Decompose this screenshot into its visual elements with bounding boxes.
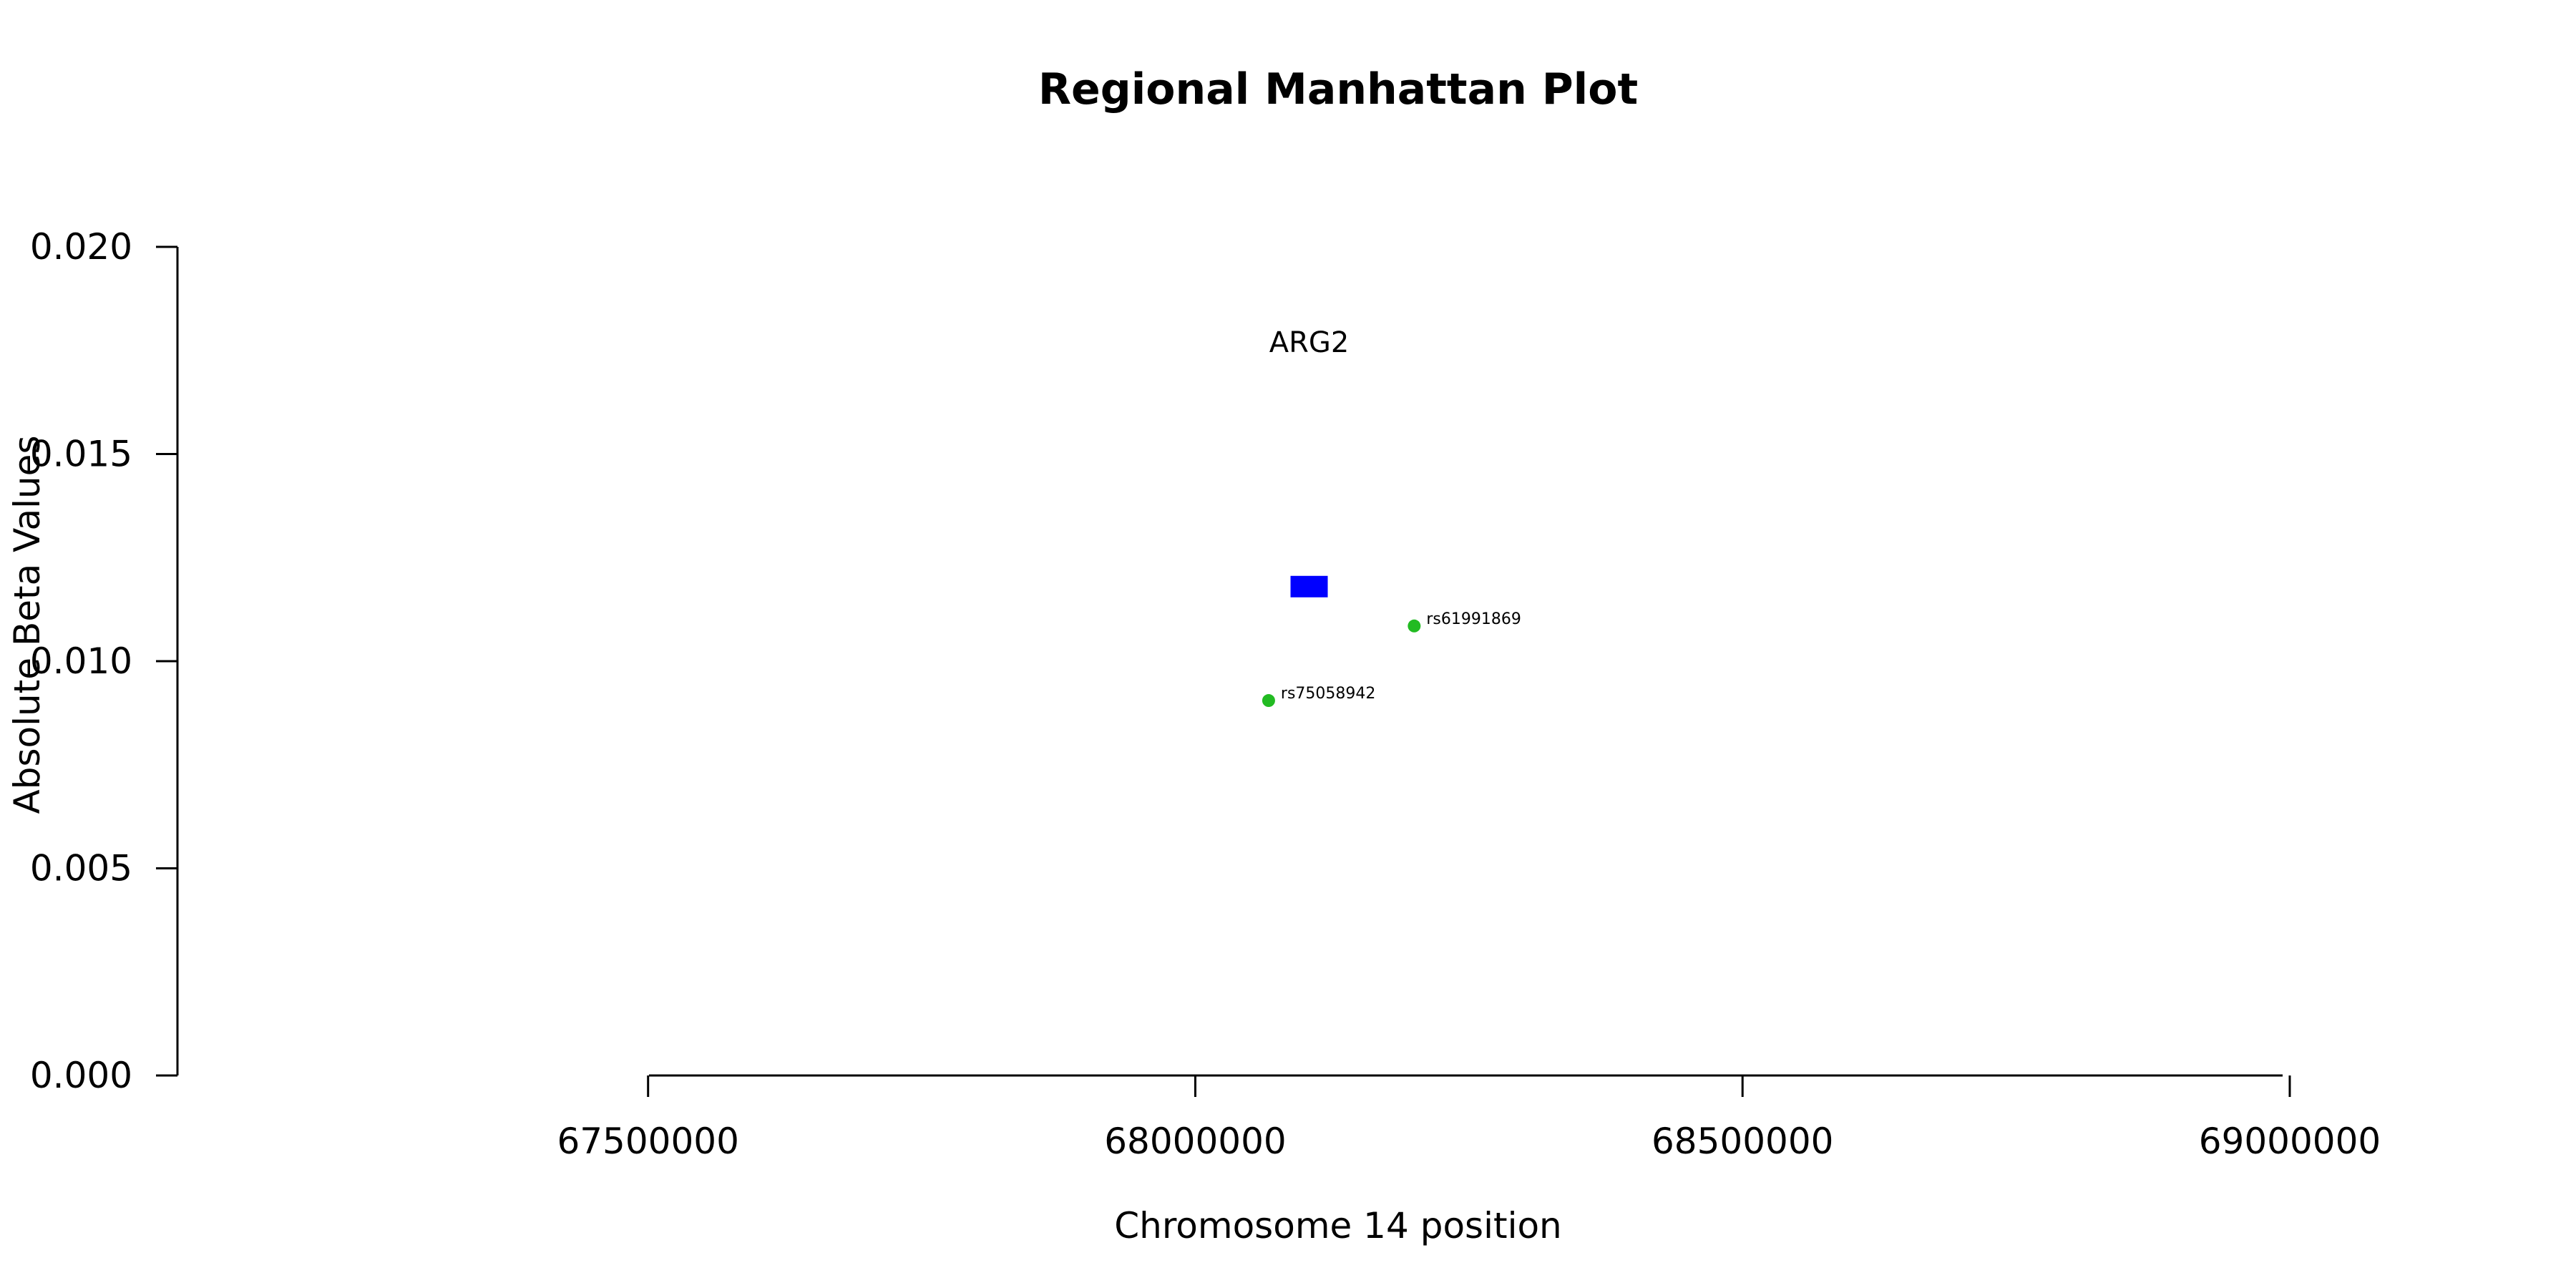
y-tick-label: 0.005 (30, 848, 132, 889)
chart-title: Regional Manhattan Plot (1038, 64, 1638, 114)
x-tick-label: 67500000 (557, 1121, 739, 1162)
y-axis-ticks: 0.000 0.005 0.010 0.015 0.020 (30, 226, 177, 1096)
x-axis-ticks: 67500000 68000000 68500000 69000000 (557, 1075, 2381, 1162)
x-tick-label: 68000000 (1104, 1121, 1287, 1162)
y-tick-label: 0.020 (30, 226, 132, 268)
gene-block (1290, 575, 1328, 597)
y-tick-label: 0.000 (30, 1055, 132, 1096)
snp-points: rs75058942 rs61991869 (1262, 610, 1521, 708)
x-axis-label: Chromosome 14 position (1114, 1205, 1562, 1246)
x-tick-label: 68500000 (1652, 1121, 1834, 1162)
gene-annotation: ARG2 (1269, 326, 1350, 597)
gene-label: ARG2 (1269, 326, 1350, 359)
snp-point (1262, 694, 1275, 708)
snp-label: rs75058942 (1281, 685, 1375, 703)
y-axis-label: Absolute Beta Values (6, 436, 48, 814)
y-tick-label: 0.015 (30, 434, 132, 475)
y-tick-label: 0.010 (30, 640, 132, 682)
x-tick-label: 69000000 (2199, 1121, 2381, 1162)
snp-point (1407, 619, 1421, 633)
snp-label: rs61991869 (1426, 610, 1521, 628)
